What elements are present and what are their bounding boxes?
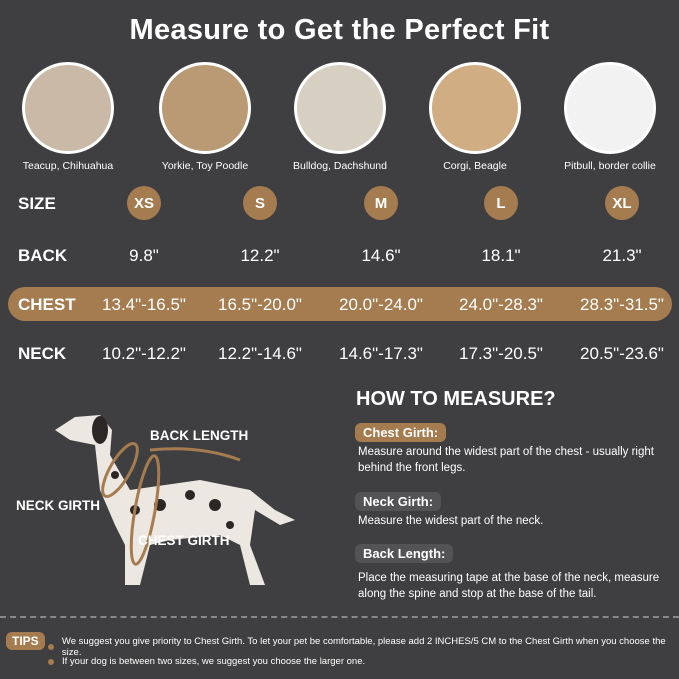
neck-value: 12.2"-14.6" xyxy=(218,344,302,363)
back-value: 14.6" xyxy=(361,246,401,265)
back-value: 18.1" xyxy=(481,246,521,265)
back-value: 12.2" xyxy=(240,246,280,265)
breed-label: Teacup, Chihuahua xyxy=(22,160,114,172)
pug-photo xyxy=(294,62,386,154)
breed-label: Bulldog, Dachshund xyxy=(293,160,387,172)
breed-label: Pitbull, border collie xyxy=(564,160,656,172)
chest-girth-pill: Chest Girth: xyxy=(355,423,447,442)
tip-item: If your dog is between two sizes, we sug… xyxy=(48,656,365,667)
bullet-icon xyxy=(48,658,54,665)
border-collie-photo xyxy=(564,62,656,154)
chest-girth-desc: Measure around the widest part of the ch… xyxy=(358,446,654,474)
size-badge: L xyxy=(484,186,518,220)
back-row-label: BACK xyxy=(18,246,68,265)
neck-value: 14.6"-17.3" xyxy=(339,344,423,363)
neck-value: 20.5"-23.6" xyxy=(580,344,664,363)
dalmatian-illustration xyxy=(55,415,295,585)
neck-value: 17.3"-20.5" xyxy=(459,344,543,363)
breed-label: Corgi, Beagle xyxy=(443,160,507,172)
chest-value: 16.5"-20.0" xyxy=(218,295,302,314)
back-length-label: BACK LENGTH xyxy=(150,428,249,443)
back-length-pill: Back Length: xyxy=(355,544,454,563)
chest-girth-label: CHEST GIRTH xyxy=(138,533,230,548)
back-value: 9.8" xyxy=(129,246,159,265)
chest-row-highlight xyxy=(8,287,672,321)
beagle-photo xyxy=(429,62,521,154)
page-title: Measure to Get the Perfect Fit xyxy=(129,14,550,46)
chihuahua-photo xyxy=(22,62,114,154)
neck-girth-label: NECK GIRTH xyxy=(16,498,100,513)
tips-badge: TIPS xyxy=(6,632,45,650)
neck-girth-pill: Neck Girth: xyxy=(355,492,442,511)
neck-value: 10.2"-12.2" xyxy=(102,344,186,363)
chest-value: 13.4"-16.5" xyxy=(102,295,186,314)
neck-girth-desc: Measure the widest part of the neck. xyxy=(358,515,544,527)
tip-item: We suggest you give priority to Chest Gi… xyxy=(48,636,679,658)
chest-value: 28.3"-31.5" xyxy=(580,295,664,314)
back-value: 21.3" xyxy=(602,246,642,265)
bullet-icon xyxy=(48,644,54,650)
chest-value: 20.0"-24.0" xyxy=(339,295,423,314)
neck-row-label: NECK xyxy=(18,344,67,363)
divider xyxy=(0,616,679,618)
size-badge: XL xyxy=(605,186,639,220)
breed-label: Yorkie, Toy Poodle xyxy=(161,160,249,172)
size-row-label: SIZE xyxy=(18,194,56,213)
yorkie-photo xyxy=(159,62,251,154)
size-badge: S xyxy=(243,186,277,220)
tip-text: We suggest you give priority to Chest Gi… xyxy=(61,636,666,658)
chest-value: 24.0"-28.3" xyxy=(459,295,543,314)
tip-text: If your dog is between two sizes, we sug… xyxy=(62,656,366,667)
how-to-measure-title: HOW TO MEASURE? xyxy=(356,388,556,410)
chest-row-label: CHEST xyxy=(18,295,76,314)
size-badge: M xyxy=(364,186,398,220)
back-length-desc: Place the measuring tape at the base of … xyxy=(358,572,660,600)
size-badge: XS xyxy=(127,186,161,220)
